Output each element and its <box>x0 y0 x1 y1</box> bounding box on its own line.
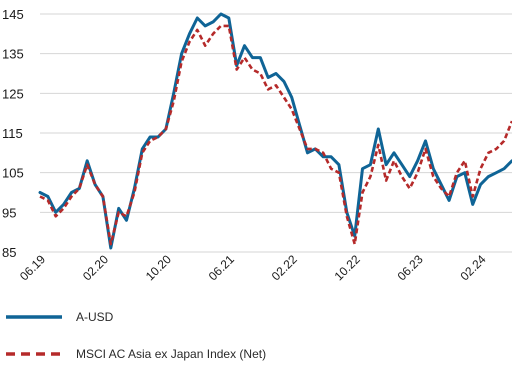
y-tick-label: 105 <box>2 166 24 181</box>
x-tick-label: 06.19 <box>17 252 48 283</box>
legend-label: A-USD <box>76 310 114 324</box>
x-tick-label: 02.22 <box>269 252 300 283</box>
y-tick-label: 95 <box>2 205 16 220</box>
x-tick-label: 06.21 <box>206 252 237 283</box>
y-tick-label: 125 <box>2 86 24 101</box>
y-axis: 85 95 105 115 125 135 145 <box>2 7 24 260</box>
x-tick-label: 02.20 <box>80 252 111 283</box>
series-line-benchmark <box>39 24 512 246</box>
x-tick-label: 10.22 <box>332 252 363 283</box>
x-tick-label: 06.23 <box>395 252 426 283</box>
y-gridlines <box>40 13 512 253</box>
y-tick-label: 115 <box>2 126 23 141</box>
legend: A-USD MSCI AC Asia ex Japan Index (Net) <box>6 310 266 361</box>
series-lines <box>38 12 512 250</box>
y-tick-label: 85 <box>2 245 16 260</box>
x-tick-label: 10.20 <box>143 252 174 283</box>
y-tick-label: 135 <box>2 47 24 62</box>
legend-label: MSCI AC Asia ex Japan Index (Net) <box>76 347 266 361</box>
x-axis: 06.19 02.20 10.20 06.21 02.22 10.22 06.23 02.24 <box>17 252 489 283</box>
x-tick-label: 02.24 <box>458 252 489 283</box>
y-tick-label: 145 <box>2 7 24 22</box>
series-line-fund <box>38 12 512 250</box>
